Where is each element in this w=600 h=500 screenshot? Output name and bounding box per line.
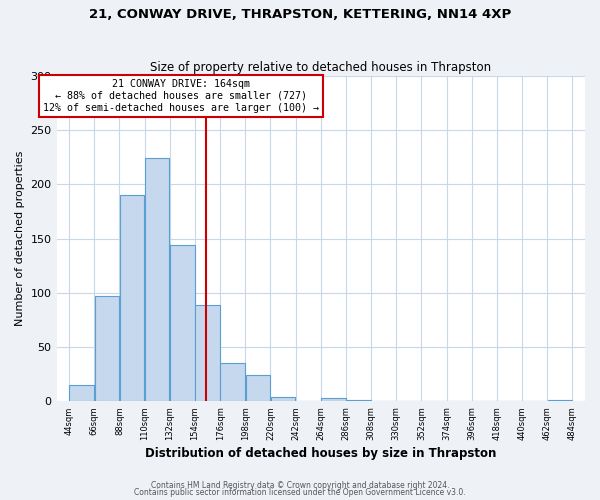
Bar — [120, 196, 145, 402]
Bar — [95, 296, 119, 402]
Bar — [321, 398, 346, 402]
Text: Contains HM Land Registry data © Crown copyright and database right 2024.: Contains HM Land Registry data © Crown c… — [151, 480, 449, 490]
Title: Size of property relative to detached houses in Thrapston: Size of property relative to detached ho… — [150, 60, 491, 74]
Bar — [145, 158, 169, 402]
Bar — [346, 400, 371, 402]
Bar — [195, 305, 220, 402]
Y-axis label: Number of detached properties: Number of detached properties — [15, 151, 25, 326]
X-axis label: Distribution of detached houses by size in Thrapston: Distribution of detached houses by size … — [145, 447, 496, 460]
Bar — [170, 245, 194, 402]
Text: 21 CONWAY DRIVE: 164sqm
← 88% of detached houses are smaller (727)
12% of semi-d: 21 CONWAY DRIVE: 164sqm ← 88% of detache… — [43, 80, 319, 112]
Bar — [70, 385, 94, 402]
Bar — [220, 364, 245, 402]
Text: 21, CONWAY DRIVE, THRAPSTON, KETTERING, NN14 4XP: 21, CONWAY DRIVE, THRAPSTON, KETTERING, … — [89, 8, 511, 20]
Bar — [271, 397, 295, 402]
Text: Contains public sector information licensed under the Open Government Licence v3: Contains public sector information licen… — [134, 488, 466, 497]
Bar — [548, 400, 572, 402]
Bar — [245, 376, 270, 402]
